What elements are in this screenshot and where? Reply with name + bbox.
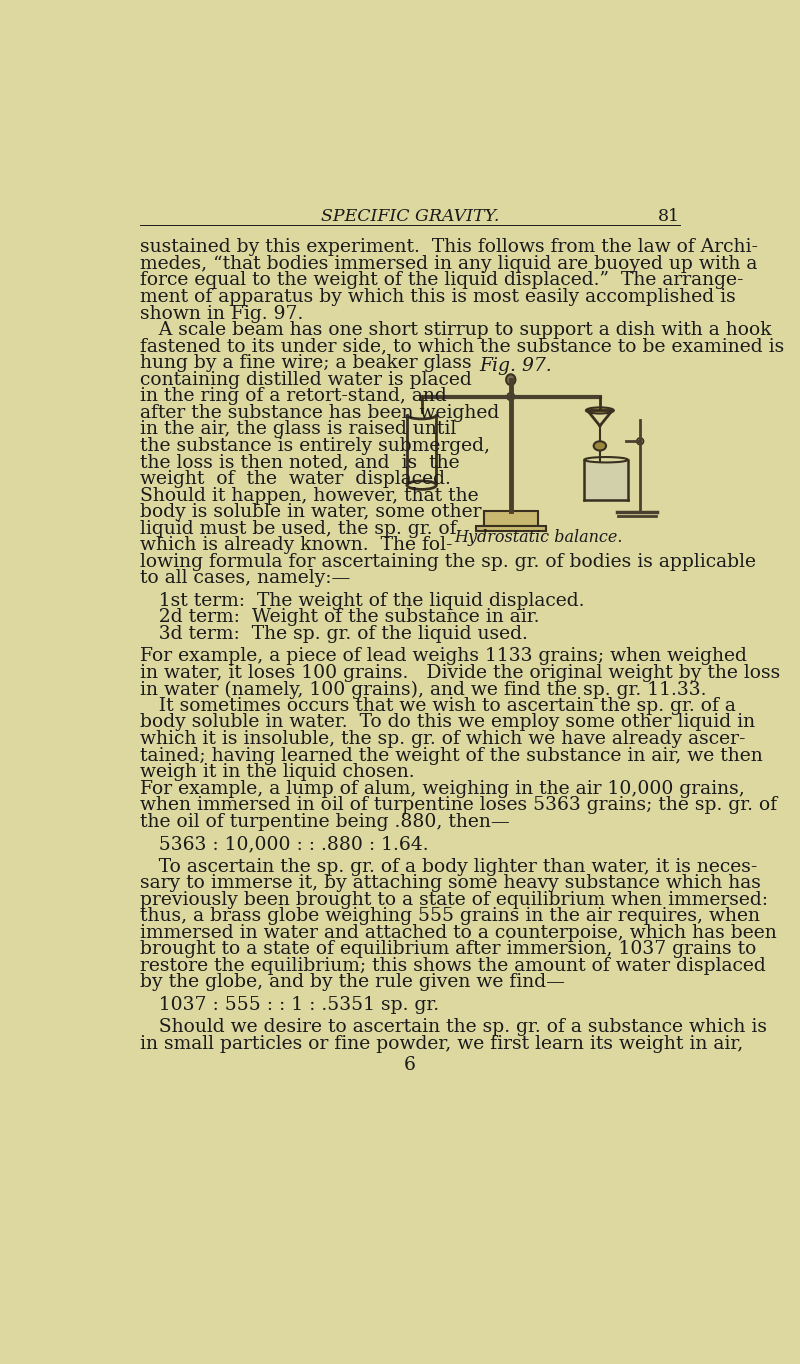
Text: shown in Fig. 97.: shown in Fig. 97. <box>140 304 304 323</box>
Text: in the air, the glass is raised until: in the air, the glass is raised until <box>140 420 457 438</box>
Text: tained; having learned the weight of the substance in air, we then: tained; having learned the weight of the… <box>140 746 763 765</box>
Text: body is soluble in water, some other: body is soluble in water, some other <box>140 503 482 521</box>
Text: 1037 : 555 : : 1 : .5351 sp. gr.: 1037 : 555 : : 1 : .5351 sp. gr. <box>140 996 439 1013</box>
Text: in water (namely, 100 grains), and we find the sp. gr. 11.33.: in water (namely, 100 grains), and we fi… <box>140 681 707 698</box>
Text: liquid must be used, the sp. gr. of: liquid must be used, the sp. gr. of <box>140 520 457 537</box>
Text: by the globe, and by the rule given we find—: by the globe, and by the rule given we f… <box>140 974 566 992</box>
Text: ment of apparatus by which this is most easily accomplished is: ment of apparatus by which this is most … <box>140 288 736 306</box>
Text: 81: 81 <box>658 207 680 225</box>
Text: body soluble in water.  To do this we employ some other liquid in: body soluble in water. To do this we emp… <box>140 713 755 731</box>
Text: lowing formula for ascertaining the sp. gr. of bodies is applicable: lowing formula for ascertaining the sp. … <box>140 552 756 572</box>
Text: weigh it in the liquid chosen.: weigh it in the liquid chosen. <box>140 764 415 782</box>
Text: For example, a piece of lead weighs 1133 grains; when weighed: For example, a piece of lead weighs 1133… <box>140 648 747 666</box>
Text: 2d term:  Weight of the substance in air.: 2d term: Weight of the substance in air. <box>140 608 540 626</box>
Ellipse shape <box>506 374 515 385</box>
Text: previously been brought to a state of equilibrium when immersed:: previously been brought to a state of eq… <box>140 891 768 908</box>
Text: 5363 : 10,000 : : .880 : 1.64.: 5363 : 10,000 : : .880 : 1.64. <box>140 835 429 852</box>
Text: the oil of turpentine being .880, then—: the oil of turpentine being .880, then— <box>140 813 510 831</box>
Text: which it is insoluble, the sp. gr. of which we have already ascer-: which it is insoluble, the sp. gr. of wh… <box>140 730 746 747</box>
Text: 6: 6 <box>404 1056 416 1075</box>
Ellipse shape <box>507 393 514 401</box>
Text: Should it happen, however, that the: Should it happen, however, that the <box>140 487 479 505</box>
Text: For example, a lump of alum, weighing in the air 10,000 grains,: For example, a lump of alum, weighing in… <box>140 780 745 798</box>
Ellipse shape <box>586 408 614 413</box>
Text: in water, it loses 100 grains.   Divide the original weight by the loss: in water, it loses 100 grains. Divide th… <box>140 664 781 682</box>
Text: fastened to its under side, to which the substance to be examined is: fastened to its under side, to which the… <box>140 338 785 356</box>
Ellipse shape <box>637 438 644 445</box>
FancyBboxPatch shape <box>476 527 546 532</box>
Text: Hydrostatic balance.: Hydrostatic balance. <box>454 529 623 546</box>
Text: immersed in water and attached to a counterpoise, which has been: immersed in water and attached to a coun… <box>140 923 777 941</box>
Ellipse shape <box>407 481 436 490</box>
Text: in the ring of a retort-stand, and: in the ring of a retort-stand, and <box>140 387 447 405</box>
FancyBboxPatch shape <box>484 510 538 527</box>
Ellipse shape <box>584 457 628 462</box>
Text: in small particles or fine powder, we first learn its weight in air,: in small particles or fine powder, we fi… <box>140 1035 743 1053</box>
Text: thus, a brass globe weighing 555 grains in the air requires, when: thus, a brass globe weighing 555 grains … <box>140 907 760 925</box>
Text: which is already known.  The fol-: which is already known. The fol- <box>140 536 453 554</box>
Text: sustained by this experiment.  This follows from the law of Archi-: sustained by this experiment. This follo… <box>140 239 758 256</box>
Text: sary to immerse it, by attaching some heavy substance which has: sary to immerse it, by attaching some he… <box>140 874 761 892</box>
Text: hung by a fine wire; a beaker glass: hung by a fine wire; a beaker glass <box>140 355 472 372</box>
Text: to all cases, namely:—: to all cases, namely:— <box>140 570 350 588</box>
Text: the loss is then noted, and  is  the: the loss is then noted, and is the <box>140 454 460 472</box>
Text: when immersed in oil of turpentine loses 5363 grains; the sp. gr. of: when immersed in oil of turpentine loses… <box>140 797 778 814</box>
Text: after the substance has been weighed: after the substance has been weighed <box>140 404 499 421</box>
Text: 3d term:  The sp. gr. of the liquid used.: 3d term: The sp. gr. of the liquid used. <box>140 625 528 642</box>
Text: the substance is entirely submerged,: the substance is entirely submerged, <box>140 436 490 456</box>
Text: medes, “that bodies immersed in any liquid are buoyed up with a: medes, “that bodies immersed in any liqu… <box>140 255 758 273</box>
Text: To ascertain the sp. gr. of a body lighter than water, it is neces-: To ascertain the sp. gr. of a body light… <box>140 858 758 876</box>
Ellipse shape <box>594 442 606 450</box>
Text: 1st term:  The weight of the liquid displaced.: 1st term: The weight of the liquid displ… <box>140 592 585 610</box>
Text: It sometimes occurs that we wish to ascertain the sp. gr. of a: It sometimes occurs that we wish to asce… <box>140 697 736 715</box>
Text: restore the equilibrium; this shows the amount of water displaced: restore the equilibrium; this shows the … <box>140 958 766 975</box>
Text: force equal to the weight of the liquid displaced.”  The arrange-: force equal to the weight of the liquid … <box>140 271 744 289</box>
Text: Fig. 97.: Fig. 97. <box>480 357 553 375</box>
Text: containing distilled water is placed: containing distilled water is placed <box>140 371 472 389</box>
Text: SPECIFIC GRAVITY.: SPECIFIC GRAVITY. <box>321 207 499 225</box>
Text: A scale beam has one short stirrup to support a dish with a hook: A scale beam has one short stirrup to su… <box>140 321 772 340</box>
Text: Should we desire to ascertain the sp. gr. of a substance which is: Should we desire to ascertain the sp. gr… <box>140 1018 767 1037</box>
Text: brought to a state of equilibrium after immersion, 1037 grains to: brought to a state of equilibrium after … <box>140 940 757 959</box>
Text: weight  of  the  water  displaced.: weight of the water displaced. <box>140 471 451 488</box>
